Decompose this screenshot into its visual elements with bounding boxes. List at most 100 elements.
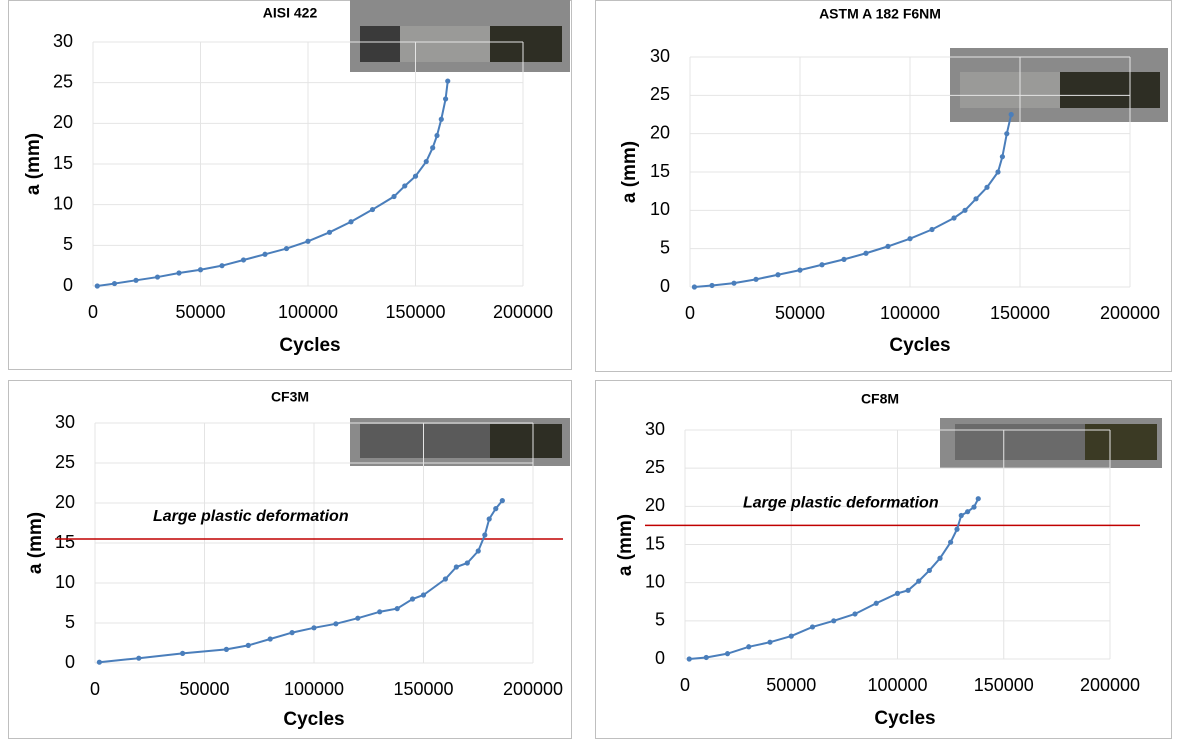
x-tick-label: 0: [90, 679, 100, 699]
photo: [960, 72, 1060, 108]
y-tick-label: 5: [63, 234, 73, 254]
data-line: [99, 499, 504, 664]
data-point: [965, 509, 971, 515]
data-point: [475, 548, 481, 554]
data-point: [995, 169, 1001, 175]
x-axis-title: Cycles: [874, 708, 935, 729]
data-point: [434, 132, 440, 139]
data-point: [958, 512, 964, 519]
y-tick-label: 25: [53, 71, 73, 91]
data-point: [348, 219, 354, 225]
x-tick-label: 100000: [284, 679, 344, 699]
y-tick-label: 15: [645, 533, 665, 553]
photo: [360, 424, 490, 458]
x-tick-label: 0: [88, 302, 98, 322]
y-tick-label: 30: [55, 412, 75, 432]
y-axis-title: a (mm): [23, 133, 44, 195]
specimen-photos: [350, 0, 1168, 468]
data-point: [96, 659, 102, 665]
y-tick-label: 30: [650, 46, 670, 66]
data-point: [154, 274, 161, 280]
photo: [490, 424, 562, 458]
data-line: [689, 498, 980, 660]
x-tick-label: 200000: [493, 302, 553, 322]
data-point: [905, 587, 911, 593]
chart-title: ASTM A 182 F6NM: [819, 6, 941, 22]
x-tick-label: 200000: [503, 679, 563, 699]
x-tick-label: 50000: [775, 303, 825, 323]
x-tick-label: 150000: [385, 302, 445, 322]
data-point: [223, 646, 229, 653]
y-tick-label: 5: [65, 612, 75, 632]
data-point: [948, 539, 954, 545]
data-point: [916, 578, 922, 584]
data-point: [262, 251, 268, 257]
photo: [400, 26, 490, 62]
data-point: [724, 651, 731, 657]
y-tick-label: 10: [55, 572, 75, 592]
data-point: [486, 516, 492, 522]
data-point: [283, 245, 290, 252]
y-tick-label: 20: [55, 492, 75, 512]
x-tick-label: 100000: [867, 675, 927, 695]
y-tick-label: 10: [53, 193, 73, 213]
data-line: [694, 114, 1013, 288]
data-point: [691, 284, 698, 290]
data-point: [420, 592, 427, 598]
data-point: [499, 498, 505, 504]
data-point: [962, 207, 968, 213]
data-point: [464, 560, 470, 566]
panel-frame: [595, 380, 1172, 739]
data-point: [423, 158, 429, 165]
x-tick-label: 0: [680, 675, 690, 695]
data-line: [97, 80, 449, 287]
data-point: [819, 262, 825, 268]
data-point: [111, 280, 118, 287]
data-point: [703, 654, 709, 661]
data-point: [831, 618, 837, 624]
photo: [490, 26, 562, 62]
y-tick-label: 5: [660, 237, 670, 257]
data-point: [1004, 131, 1010, 137]
data-point: [197, 267, 204, 273]
data-point: [430, 145, 436, 151]
x-tick-label: 150000: [974, 675, 1034, 695]
data-point: [686, 656, 692, 662]
y-tick-label: 20: [645, 495, 665, 515]
data-point: [767, 639, 773, 645]
data-point: [136, 655, 142, 661]
data-point: [954, 526, 960, 532]
data-point: [885, 243, 891, 249]
data-point: [305, 238, 311, 244]
y-axis-title: a (mm): [615, 514, 636, 576]
data-point: [391, 193, 397, 200]
data-point: [797, 267, 803, 273]
photo: [1085, 424, 1157, 460]
data-point: [245, 642, 251, 649]
y-tick-label: 25: [650, 84, 670, 104]
data-point: [809, 624, 816, 630]
panel-frame: [595, 0, 1172, 372]
data-point: [971, 504, 977, 510]
x-tick-label: 200000: [1100, 303, 1160, 323]
y-axis-title: a (mm): [25, 512, 46, 574]
data-point: [873, 600, 879, 606]
data-point: [852, 611, 858, 617]
y-tick-label: 0: [65, 652, 75, 672]
data-point: [326, 229, 333, 235]
data-point: [975, 496, 981, 502]
x-tick-label: 50000: [179, 679, 229, 699]
y-tick-label: 20: [53, 112, 73, 132]
x-tick-label: 200000: [1080, 675, 1140, 695]
chart-title: AISI 422: [263, 5, 318, 21]
data-point: [412, 173, 419, 179]
data-point: [409, 596, 416, 602]
data-point: [176, 270, 182, 276]
data-point: [907, 236, 913, 242]
x-tick-label: 100000: [278, 302, 338, 322]
annotation: Large plastic deformation: [153, 508, 349, 525]
data-point: [402, 183, 408, 189]
photo: [955, 424, 1085, 460]
data-point: [377, 609, 383, 615]
